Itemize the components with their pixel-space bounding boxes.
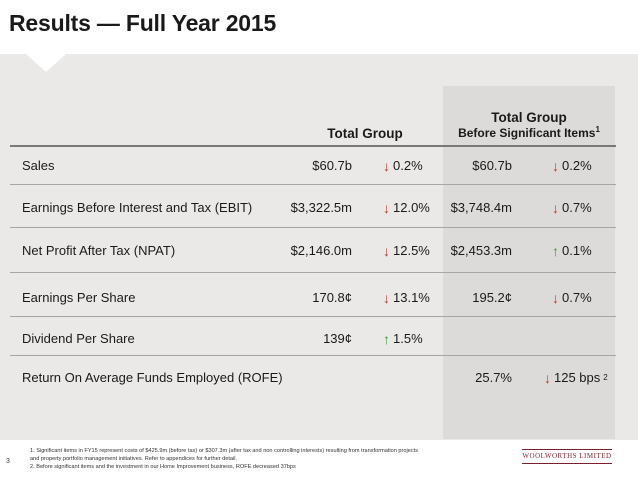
header-before-line1: Total Group [491,110,567,125]
panel-notch [26,54,66,72]
title-bar: Results — Full Year 2015 [0,0,638,54]
total-group-change: ↓ 0.2% [383,158,423,173]
before-significant-value: $2,453.3m [450,243,512,258]
before-significant-change: ↓ 125 bps 2 [544,370,608,385]
footnote-marker: 2 [603,373,608,382]
footnotes: 1. Significant items in FY15 represent c… [30,447,420,471]
arrow-down-icon: ↓ [383,199,390,216]
row-label: Dividend Per Share [22,331,135,346]
total-group-value: 170.8¢ [312,290,352,305]
arrow-down-icon: ↓ [544,369,551,386]
header-rule [10,145,616,147]
arrow-down-icon: ↓ [383,242,390,259]
arrow-up-icon: ↑ [552,242,559,259]
footer [0,440,638,479]
row-divider [10,355,616,356]
change-value: 0.7% [562,290,592,305]
before-significant-value: 195.2¢ [472,290,512,305]
row-divider [10,184,616,185]
before-significant-value: 25.7% [475,370,512,385]
page-number: 3 [6,458,10,465]
before-significant-value: $60.7b [472,158,512,173]
change-value: 12.5% [393,243,430,258]
arrow-down-icon: ↓ [552,157,559,174]
total-group-value: $60.7b [312,158,352,173]
footnote-1: 1. Significant items in FY15 represent c… [30,448,419,462]
logo-text: WOOLWORTHS LIMITED [522,452,612,460]
shaded-column [443,86,615,439]
change-value: 0.1% [562,243,592,258]
arrow-down-icon: ↓ [383,157,390,174]
page-title: Results — Full Year 2015 [9,10,277,36]
change-value: 13.1% [393,290,430,305]
arrow-up-icon: ↑ [383,330,390,347]
before-significant-change: ↑ 0.1% [552,243,592,258]
change-value: 0.7% [562,200,592,215]
total-group-value: $2,146.0m [290,243,352,258]
header-total-group: Total Group [327,126,403,141]
arrow-down-icon: ↓ [383,289,390,306]
total-group-change: ↑ 1.5% [383,331,423,346]
row-label: Return On Average Funds Employed (ROFE) [22,370,283,385]
before-significant-change: ↓ 0.7% [552,200,592,215]
change-value: 125 bps [554,370,601,385]
header-before-significant: Total Group Before Significant Items1 [443,110,615,140]
before-significant-change: ↓ 0.7% [552,290,592,305]
row-label: Earnings Before Interest and Tax (EBIT) [22,200,253,215]
row-label: Earnings Per Share [22,290,136,305]
arrow-down-icon: ↓ [552,199,559,216]
company-logo: WOOLWORTHS LIMITED [522,449,612,464]
total-group-change: ↓ 13.1% [383,290,430,305]
row-label: Net Profit After Tax (NPAT) [22,243,176,258]
change-value: 12.0% [393,200,430,215]
row-divider [10,227,616,228]
total-group-change: ↓ 12.5% [383,243,430,258]
before-significant-value: $3,748.4m [450,200,512,215]
arrow-down-icon: ↓ [552,289,559,306]
footnote-2: 2. Before significant items and the inve… [30,464,296,470]
change-value: 0.2% [393,158,423,173]
before-significant-change: ↓ 0.2% [552,158,592,173]
total-group-change: ↓ 12.0% [383,200,430,215]
row-divider [10,272,616,273]
change-value: 1.5% [393,331,423,346]
row-divider [10,316,616,317]
row-label: Sales [22,158,55,173]
change-value: 0.2% [562,158,592,173]
total-group-value: 139¢ [323,331,352,346]
total-group-value: $3,322.5m [290,200,352,215]
header-before-line2: Before Significant Items1 [458,125,600,140]
